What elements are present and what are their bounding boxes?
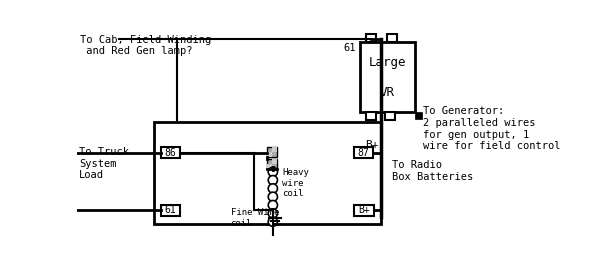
Text: B+: B+	[365, 140, 379, 150]
Text: Heavy
wire
coil: Heavy wire coil	[282, 168, 309, 198]
Bar	[161, 205, 179, 216]
Text: To Radio
Box Batteries: To Radio Box Batteries	[392, 160, 473, 182]
Circle shape	[268, 176, 277, 185]
Text: To Cab, Field Winding
 and Red Gen lamp?: To Cab, Field Winding and Red Gen lamp?	[80, 35, 212, 57]
Bar	[366, 34, 376, 42]
Text: To Truck
System
Load: To Truck System Load	[79, 147, 129, 180]
Circle shape	[268, 184, 277, 193]
Bar	[360, 42, 415, 112]
Bar	[266, 164, 272, 169]
Bar	[387, 34, 397, 42]
Circle shape	[268, 192, 277, 201]
Bar	[385, 112, 395, 120]
Circle shape	[268, 201, 277, 210]
Bar	[354, 205, 374, 216]
Bar	[161, 147, 179, 158]
Text: 86: 86	[164, 148, 176, 158]
Text: Large

VR: Large VR	[369, 56, 406, 99]
Circle shape	[268, 217, 277, 226]
Bar	[272, 159, 277, 164]
Bar	[355, 147, 373, 158]
Text: 87: 87	[358, 148, 370, 158]
Text: B+: B+	[358, 205, 370, 215]
Bar	[366, 112, 376, 120]
Text: 61: 61	[344, 43, 356, 53]
Bar	[266, 152, 272, 157]
Text: Fine Wire
coil: Fine Wire coil	[230, 208, 279, 228]
Bar	[154, 122, 380, 224]
Bar	[415, 112, 422, 119]
Circle shape	[268, 167, 277, 176]
Text: To Generator:
2 paralleled wires
for gen output, 1
wire for field control: To Generator: 2 paralleled wires for gen…	[423, 106, 560, 151]
Bar	[272, 147, 277, 152]
Bar	[266, 147, 277, 157]
Text: 61: 61	[164, 205, 176, 215]
Bar	[266, 159, 277, 169]
Circle shape	[268, 209, 277, 218]
